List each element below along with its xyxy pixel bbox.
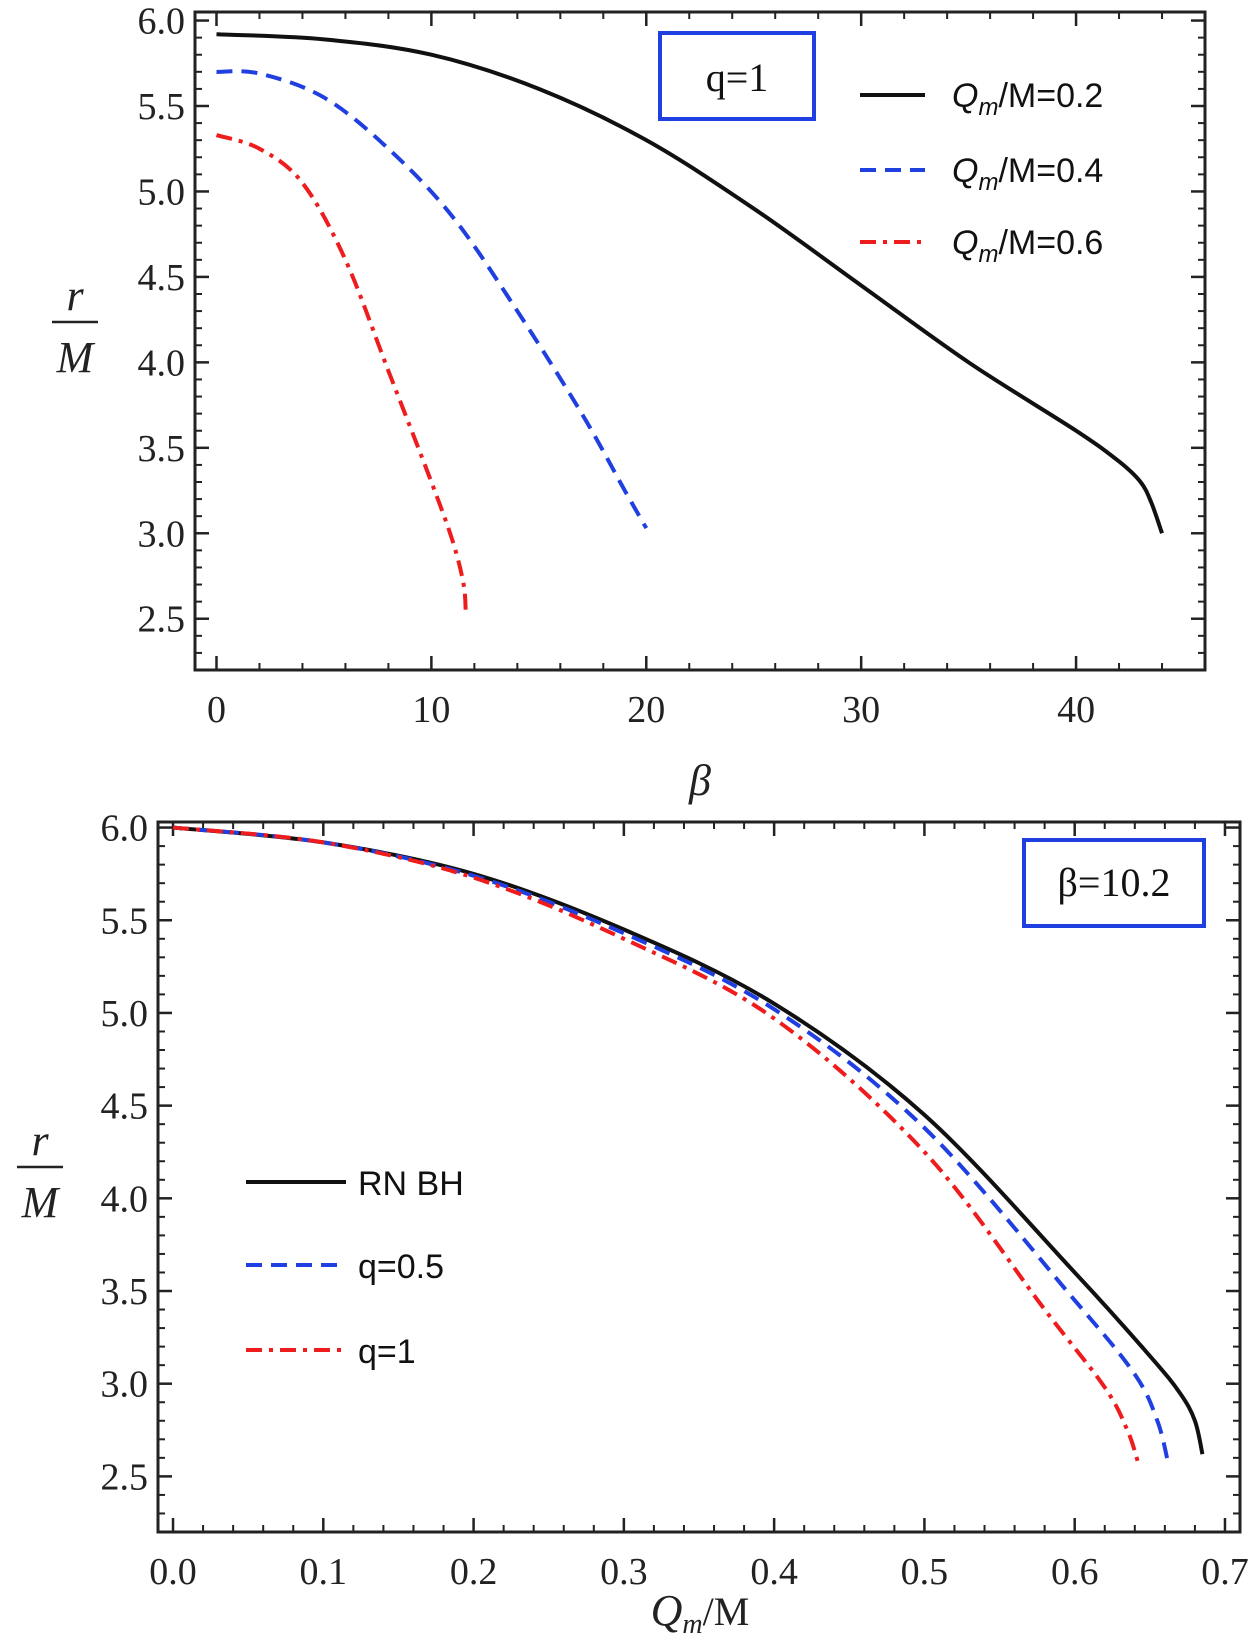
bottom-legend-label-0: RN BH	[358, 1165, 464, 1203]
top-y-tick-label-3: 4.0	[138, 342, 186, 384]
top-x-axis-title: β	[688, 756, 711, 805]
bottom-legend-label-2: q=1	[358, 1333, 416, 1371]
bottom-y-tick-label-0: 2.5	[101, 1456, 149, 1498]
top-y-tick-label-0: 2.5	[138, 599, 186, 641]
bottom-annotation-box	[1022, 838, 1206, 928]
bottom-y-tick-label-3: 4.0	[101, 1178, 149, 1220]
bottom-legend: RN BH q=0.5 q=1	[246, 1165, 464, 1371]
top-legend-label-1: Qm/M=0.4	[952, 152, 1103, 196]
bottom-y-axis-title-den: M	[21, 1178, 61, 1227]
bottom-x-tick-label-5: 0.5	[901, 1551, 949, 1593]
top-annotation-text: q=1	[706, 55, 769, 100]
top-x-tick-label-4: 40	[1057, 689, 1095, 731]
bottom-y-tick-label-5: 5.0	[101, 993, 149, 1035]
bottom-x-tick-labels: 0.0 0.1 0.2 0.3 0.4 0.5 0.6 0.7	[149, 1551, 1248, 1593]
bottom-annotation-text: β=10.2	[1058, 860, 1171, 905]
top-x-tick-labels: 0 10 20 30 40	[207, 689, 1095, 731]
bottom-x-tick-label-0: 0.0	[149, 1551, 197, 1593]
bottom-ticks	[158, 822, 1240, 1533]
top-y-tick-label-4: 4.5	[138, 257, 186, 299]
bottom-x-tick-label-7: 0.7	[1201, 1551, 1249, 1593]
top-legend: Qm/M=0.2 Qm/M=0.4 Qm/M=0.6	[860, 77, 1103, 268]
top-series-0	[216, 32, 1164, 534]
bottom-chart: 0.0 0.1 0.2 0.3 0.4 0.5 0.6 0.7 2.5 3.0 3.5 4.0 4.5…	[17, 808, 1249, 1640]
bottom-series-2	[172, 825, 1140, 1463]
top-legend-label-2: Qm/M=0.6	[952, 224, 1103, 268]
bottom-x-tick-label-1: 0.1	[300, 1551, 348, 1593]
top-x-tick-label-3: 30	[842, 689, 880, 731]
bottom-plot-frame	[156, 820, 1242, 1534]
bottom-series-1	[172, 825, 1170, 1463]
top-y-tick-label-1: 3.0	[138, 513, 186, 555]
top-series-1	[216, 69, 649, 530]
bottom-y-tick-label-2: 3.5	[101, 1271, 149, 1313]
top-y-tick-label-5: 5.0	[138, 171, 186, 213]
bottom-y-tick-labels: 2.5 3.0 3.5 4.0 4.5 5.0 5.5 6.0	[101, 808, 149, 1499]
top-y-tick-label-7: 6.0	[138, 1, 186, 43]
top-y-tick-label-6: 5.5	[138, 86, 186, 128]
top-annotation-box	[658, 31, 816, 121]
bottom-y-tick-label-4: 4.5	[101, 1086, 149, 1128]
top-legend-label-0: Qm/M=0.2	[952, 77, 1103, 121]
top-y-axis-title-num: r	[66, 271, 84, 320]
bottom-x-tick-label-3: 0.3	[600, 1551, 648, 1593]
bottom-y-axis-title-num: r	[31, 1116, 49, 1165]
bottom-y-tick-label-1: 3.0	[101, 1364, 149, 1406]
bottom-x-tick-label-2: 0.2	[450, 1551, 498, 1593]
bottom-x-tick-label-6: 0.6	[1051, 1551, 1099, 1593]
top-y-tick-labels: 2.5 3.0 3.5 4.0 4.5 5.0 5.5 6.0	[138, 1, 186, 641]
top-plot-frame	[193, 10, 1207, 672]
top-x-tick-label-0: 0	[207, 689, 226, 731]
bottom-legend-label-1: q=0.5	[358, 1248, 444, 1286]
bottom-y-axis-title: r M	[17, 1116, 63, 1227]
top-y-axis-title-den: M	[56, 333, 96, 382]
bottom-y-tick-label-7: 6.0	[101, 808, 149, 850]
top-chart: 0 10 20 30 40 2.5 3.0 3.5 4.0 4.5 5.0 5.5 6.0 q=1 Q…	[52, 1, 1207, 805]
bottom-y-tick-label-6: 5.5	[101, 900, 149, 942]
top-series	[215, 32, 1164, 614]
top-x-tick-label-1: 10	[412, 689, 450, 731]
bottom-x-axis-title: Qm/M	[651, 1586, 750, 1640]
top-series-2	[215, 133, 468, 614]
bottom-series	[172, 825, 1205, 1463]
top-y-tick-label-2: 3.5	[138, 428, 186, 470]
top-ticks	[195, 12, 1206, 671]
top-y-axis-title: r M	[52, 271, 98, 382]
top-x-tick-label-2: 20	[627, 689, 665, 731]
bottom-x-tick-label-4: 0.4	[750, 1551, 798, 1593]
